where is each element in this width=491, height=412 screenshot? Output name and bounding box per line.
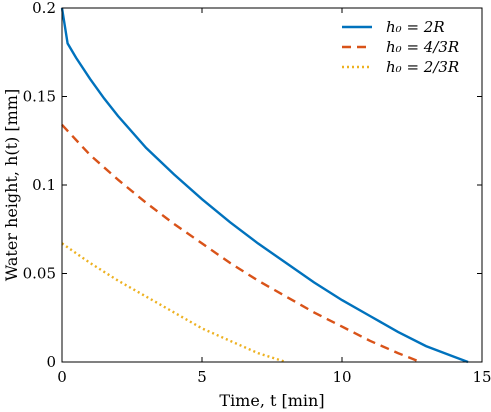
legend-label-3: h₀ = 2/3R xyxy=(386,58,459,76)
legend-label-1: h₀ = 2R xyxy=(386,18,445,36)
x-tick-label: 5 xyxy=(197,368,207,386)
ticks: 0 5 10 15 0 0.05 0.1 0.15 0.2 xyxy=(23,0,491,386)
y-tick-label: 0 xyxy=(46,353,56,371)
y-tick-label: 0.05 xyxy=(23,265,56,283)
series-line-1 xyxy=(60,7,469,364)
legend: h₀ = 2R h₀ = 4/3R h₀ = 2/3R xyxy=(342,18,459,76)
series-line-3 xyxy=(61,242,287,364)
x-tick-label: 10 xyxy=(332,368,351,386)
plot-area xyxy=(60,7,469,364)
y-tick-label: 0.1 xyxy=(32,176,56,194)
series-line-2 xyxy=(61,123,421,364)
y-tick-label: 0.15 xyxy=(23,88,56,106)
x-axis-label: Time, t [min] xyxy=(219,391,324,410)
legend-label-2: h₀ = 4/3R xyxy=(386,38,459,56)
y-axis-label: Water height, h(t) [mm] xyxy=(2,89,21,281)
x-tick-label: 15 xyxy=(472,368,491,386)
x-tick-label: 0 xyxy=(57,368,67,386)
y-tick-label: 0.2 xyxy=(32,0,56,17)
